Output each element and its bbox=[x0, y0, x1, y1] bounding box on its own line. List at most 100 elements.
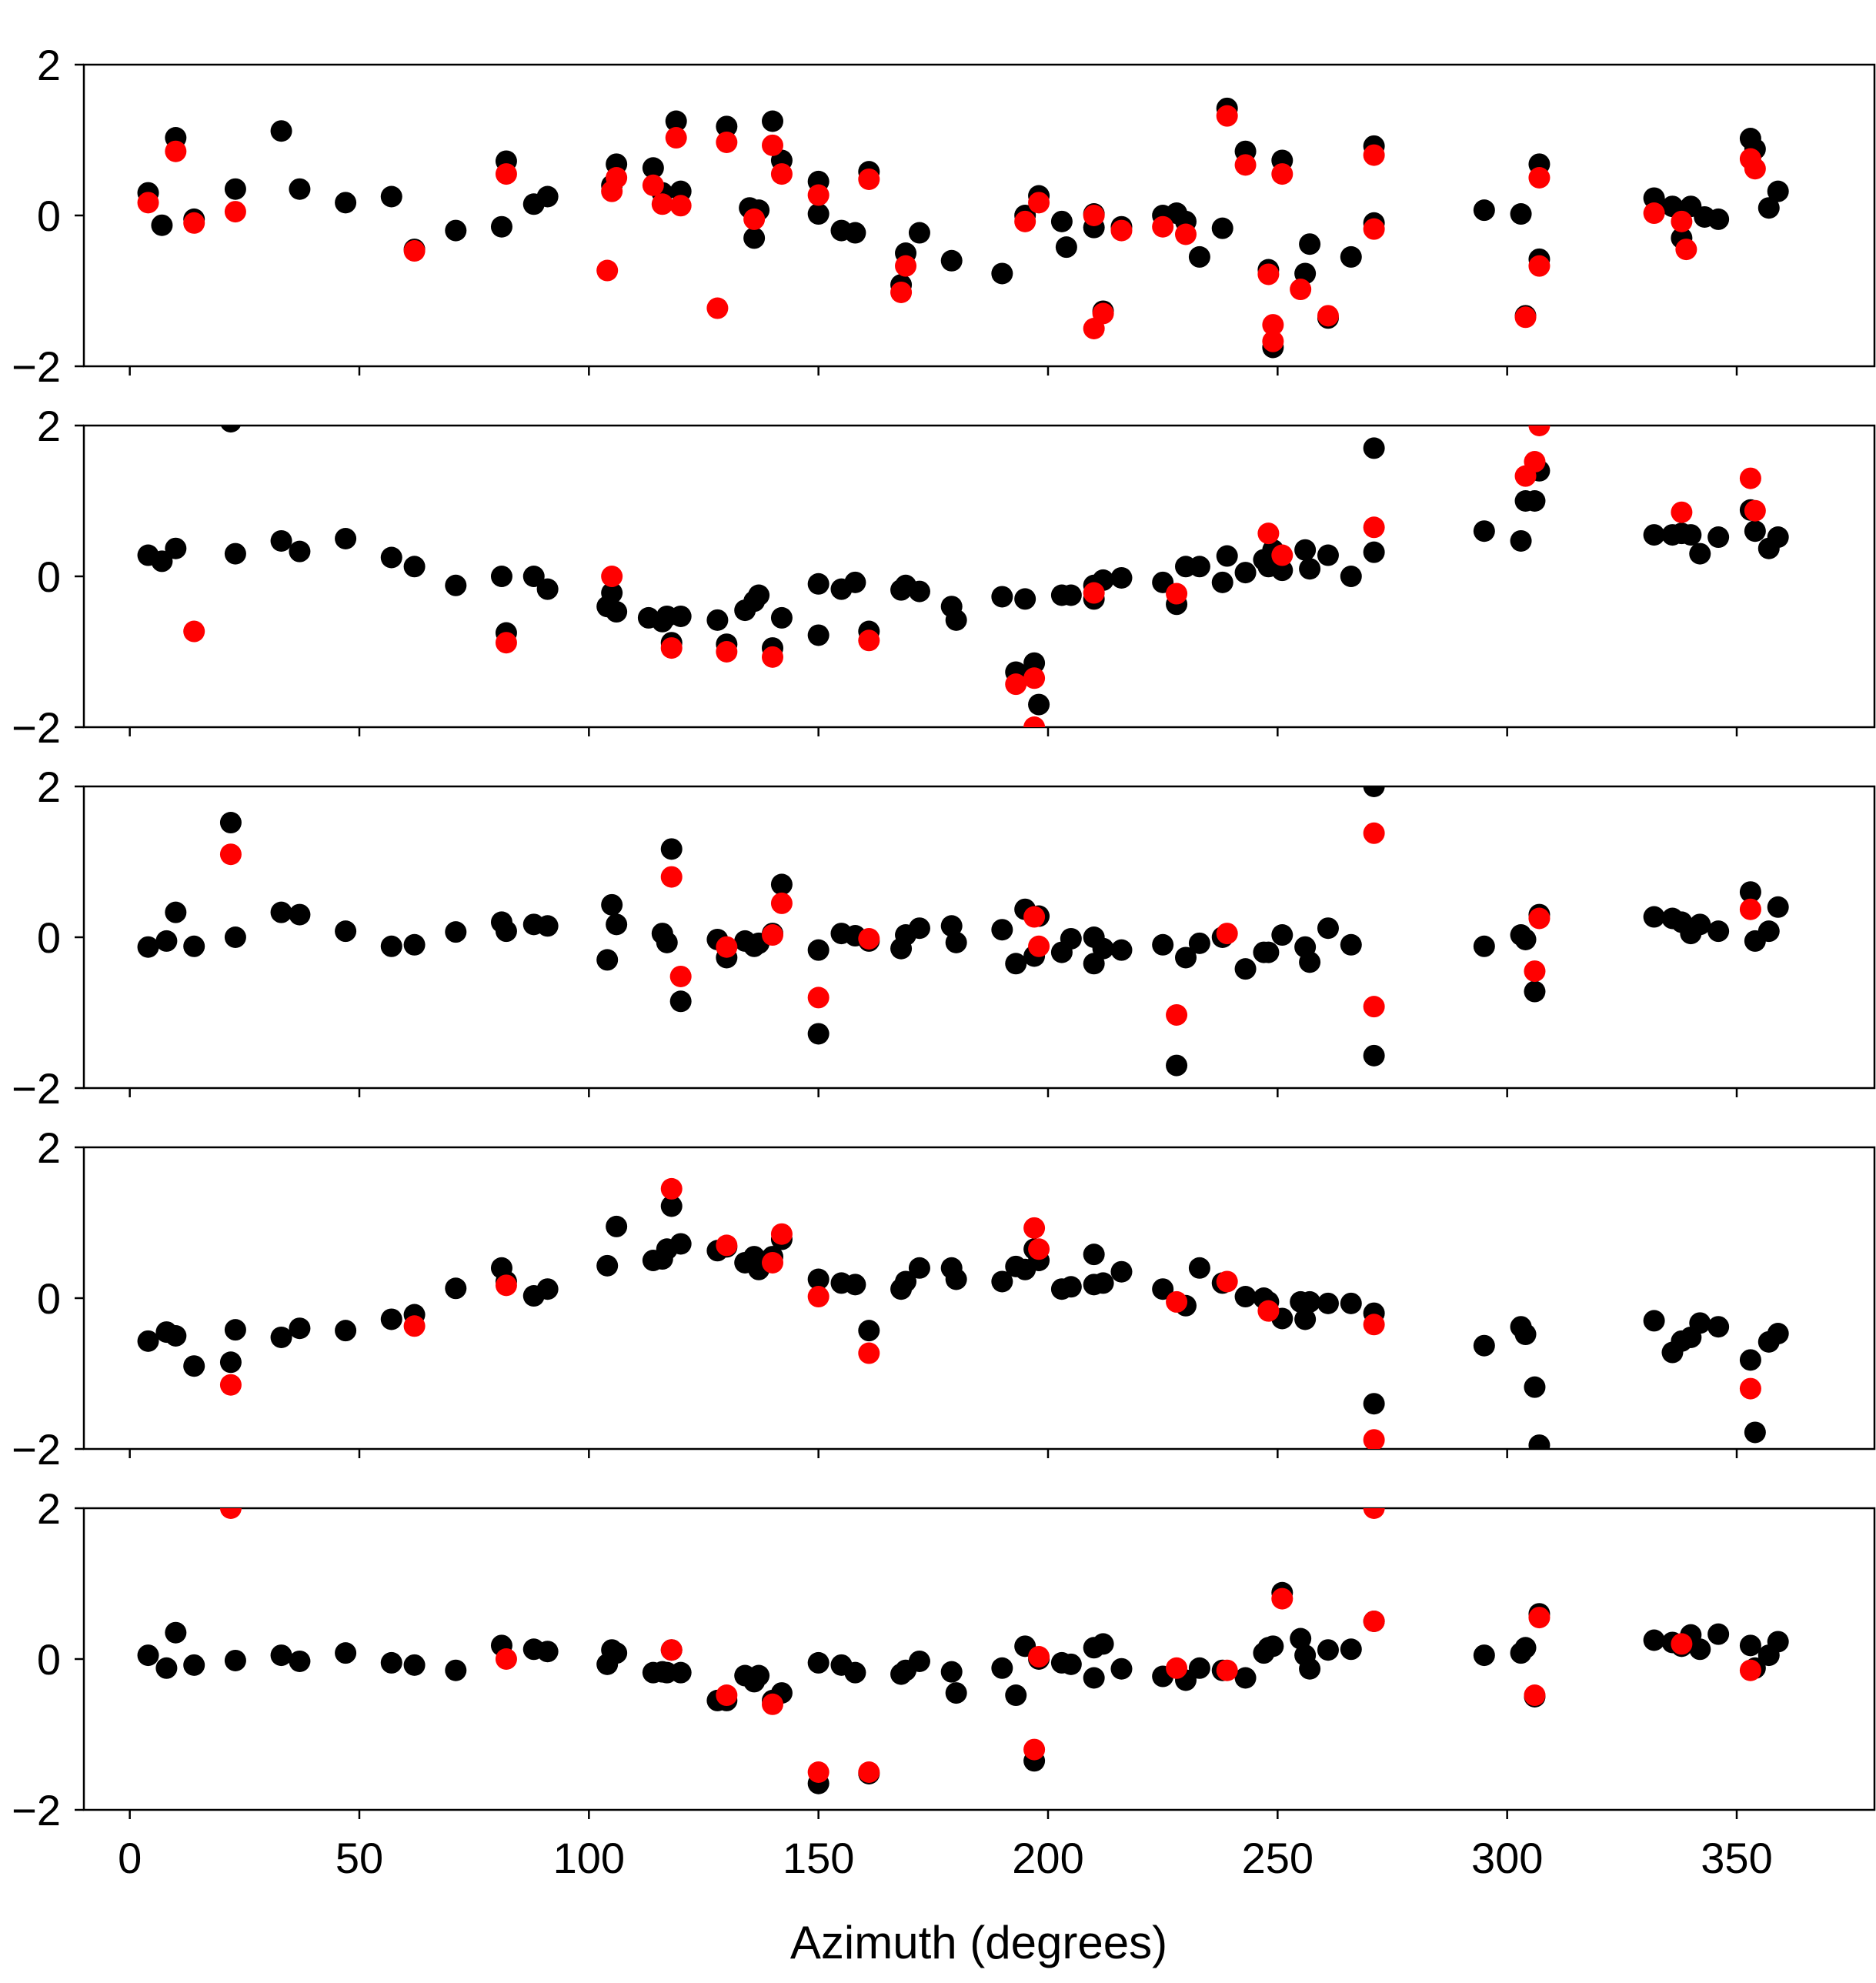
red-point bbox=[895, 255, 917, 277]
black-point bbox=[183, 935, 205, 957]
black-point bbox=[403, 1654, 426, 1676]
black-point bbox=[495, 920, 517, 943]
red-point bbox=[1363, 218, 1385, 240]
red-point bbox=[1092, 302, 1114, 325]
panel-frame bbox=[82, 63, 1876, 368]
red-point bbox=[762, 924, 783, 946]
black-point bbox=[807, 1651, 830, 1674]
red-point bbox=[1271, 544, 1294, 566]
red-point bbox=[669, 195, 692, 217]
red-point bbox=[807, 1286, 830, 1308]
red-point bbox=[495, 632, 517, 654]
black-point bbox=[536, 1641, 559, 1663]
red-point bbox=[219, 1508, 242, 1519]
red-point bbox=[1028, 1646, 1050, 1668]
black-point bbox=[536, 578, 559, 600]
x-axis-label: Azimuth (degrees) bbox=[790, 1917, 1167, 1968]
black-point bbox=[165, 1621, 187, 1644]
black-point bbox=[1514, 1324, 1537, 1346]
black-point bbox=[1166, 1054, 1188, 1077]
black-point bbox=[940, 915, 963, 937]
black-point bbox=[940, 249, 963, 272]
black-point bbox=[155, 930, 178, 952]
red-point bbox=[224, 201, 246, 223]
black-point bbox=[490, 215, 512, 238]
black-point bbox=[908, 917, 930, 940]
red-point bbox=[1675, 239, 1697, 261]
red-point bbox=[762, 1693, 783, 1715]
black-point bbox=[1005, 1684, 1027, 1707]
red-point bbox=[1363, 1508, 1385, 1519]
black-point bbox=[1363, 541, 1385, 563]
black-point bbox=[1757, 920, 1780, 943]
black-point bbox=[270, 120, 292, 142]
red-point bbox=[1262, 330, 1284, 352]
red-point bbox=[1363, 1611, 1385, 1632]
red-point bbox=[1023, 1217, 1046, 1239]
red-point bbox=[669, 965, 692, 987]
black-point bbox=[1473, 1644, 1495, 1667]
red-point bbox=[1271, 163, 1294, 185]
black-point bbox=[380, 1651, 402, 1674]
x-tick-label: 50 bbox=[335, 1834, 383, 1882]
black-point bbox=[807, 203, 830, 225]
black-point bbox=[1299, 1290, 1321, 1313]
red-point bbox=[1152, 215, 1174, 238]
red-point bbox=[1524, 960, 1546, 983]
black-point bbox=[945, 1682, 967, 1704]
black-point bbox=[656, 931, 678, 953]
black-point bbox=[945, 1268, 967, 1290]
black-point bbox=[1234, 562, 1257, 584]
black-point bbox=[289, 178, 311, 200]
red-point bbox=[1528, 426, 1551, 436]
black-point bbox=[183, 1654, 205, 1676]
black-point bbox=[1473, 520, 1495, 542]
black-point bbox=[522, 566, 545, 587]
black-point bbox=[270, 1644, 292, 1667]
y-tick-label: 2 bbox=[37, 402, 61, 450]
black-point bbox=[1175, 946, 1197, 969]
black-point bbox=[1060, 927, 1082, 950]
red-point bbox=[1528, 255, 1551, 277]
black-point bbox=[660, 1195, 683, 1217]
black-point bbox=[991, 919, 1013, 941]
panel-points bbox=[137, 1177, 1789, 1449]
y-tick-label: 0 bbox=[37, 553, 61, 601]
x-tick-label: 350 bbox=[1701, 1834, 1772, 1882]
black-point bbox=[1524, 490, 1546, 512]
black-point bbox=[1707, 526, 1730, 549]
black-point bbox=[1707, 1623, 1730, 1645]
black-point bbox=[270, 901, 292, 923]
red-point bbox=[716, 1684, 738, 1707]
black-point bbox=[1092, 1633, 1114, 1655]
black-point bbox=[1473, 1334, 1495, 1357]
black-point bbox=[1643, 1629, 1665, 1651]
red-point bbox=[1363, 144, 1385, 166]
red-point bbox=[495, 1648, 517, 1670]
black-point bbox=[1524, 1376, 1546, 1398]
black-point bbox=[1110, 1260, 1133, 1283]
black-point bbox=[1707, 208, 1730, 230]
red-point bbox=[219, 843, 242, 866]
panel-5: −2 0 2 0 50 100 150 200 250 300 350 bbox=[12, 1484, 1876, 1882]
black-point bbox=[536, 185, 559, 208]
red-point bbox=[1528, 907, 1551, 930]
y-tick-label: 0 bbox=[37, 1274, 61, 1323]
red-point bbox=[219, 1374, 242, 1396]
x-tick-label: 100 bbox=[553, 1834, 625, 1882]
panel-points bbox=[137, 426, 1789, 727]
red-point bbox=[1023, 1738, 1046, 1761]
black-point bbox=[991, 586, 1013, 608]
panel-1: −2 0 2 bbox=[12, 41, 1876, 391]
black-point bbox=[380, 1308, 402, 1330]
black-point bbox=[1767, 1631, 1789, 1653]
black-point bbox=[606, 601, 628, 623]
black-point bbox=[1317, 544, 1339, 566]
red-point bbox=[762, 1251, 783, 1274]
black-point bbox=[403, 933, 426, 956]
red-point bbox=[1271, 1587, 1294, 1610]
black-point bbox=[1510, 203, 1532, 225]
black-point bbox=[991, 262, 1013, 285]
black-point bbox=[335, 1642, 357, 1664]
